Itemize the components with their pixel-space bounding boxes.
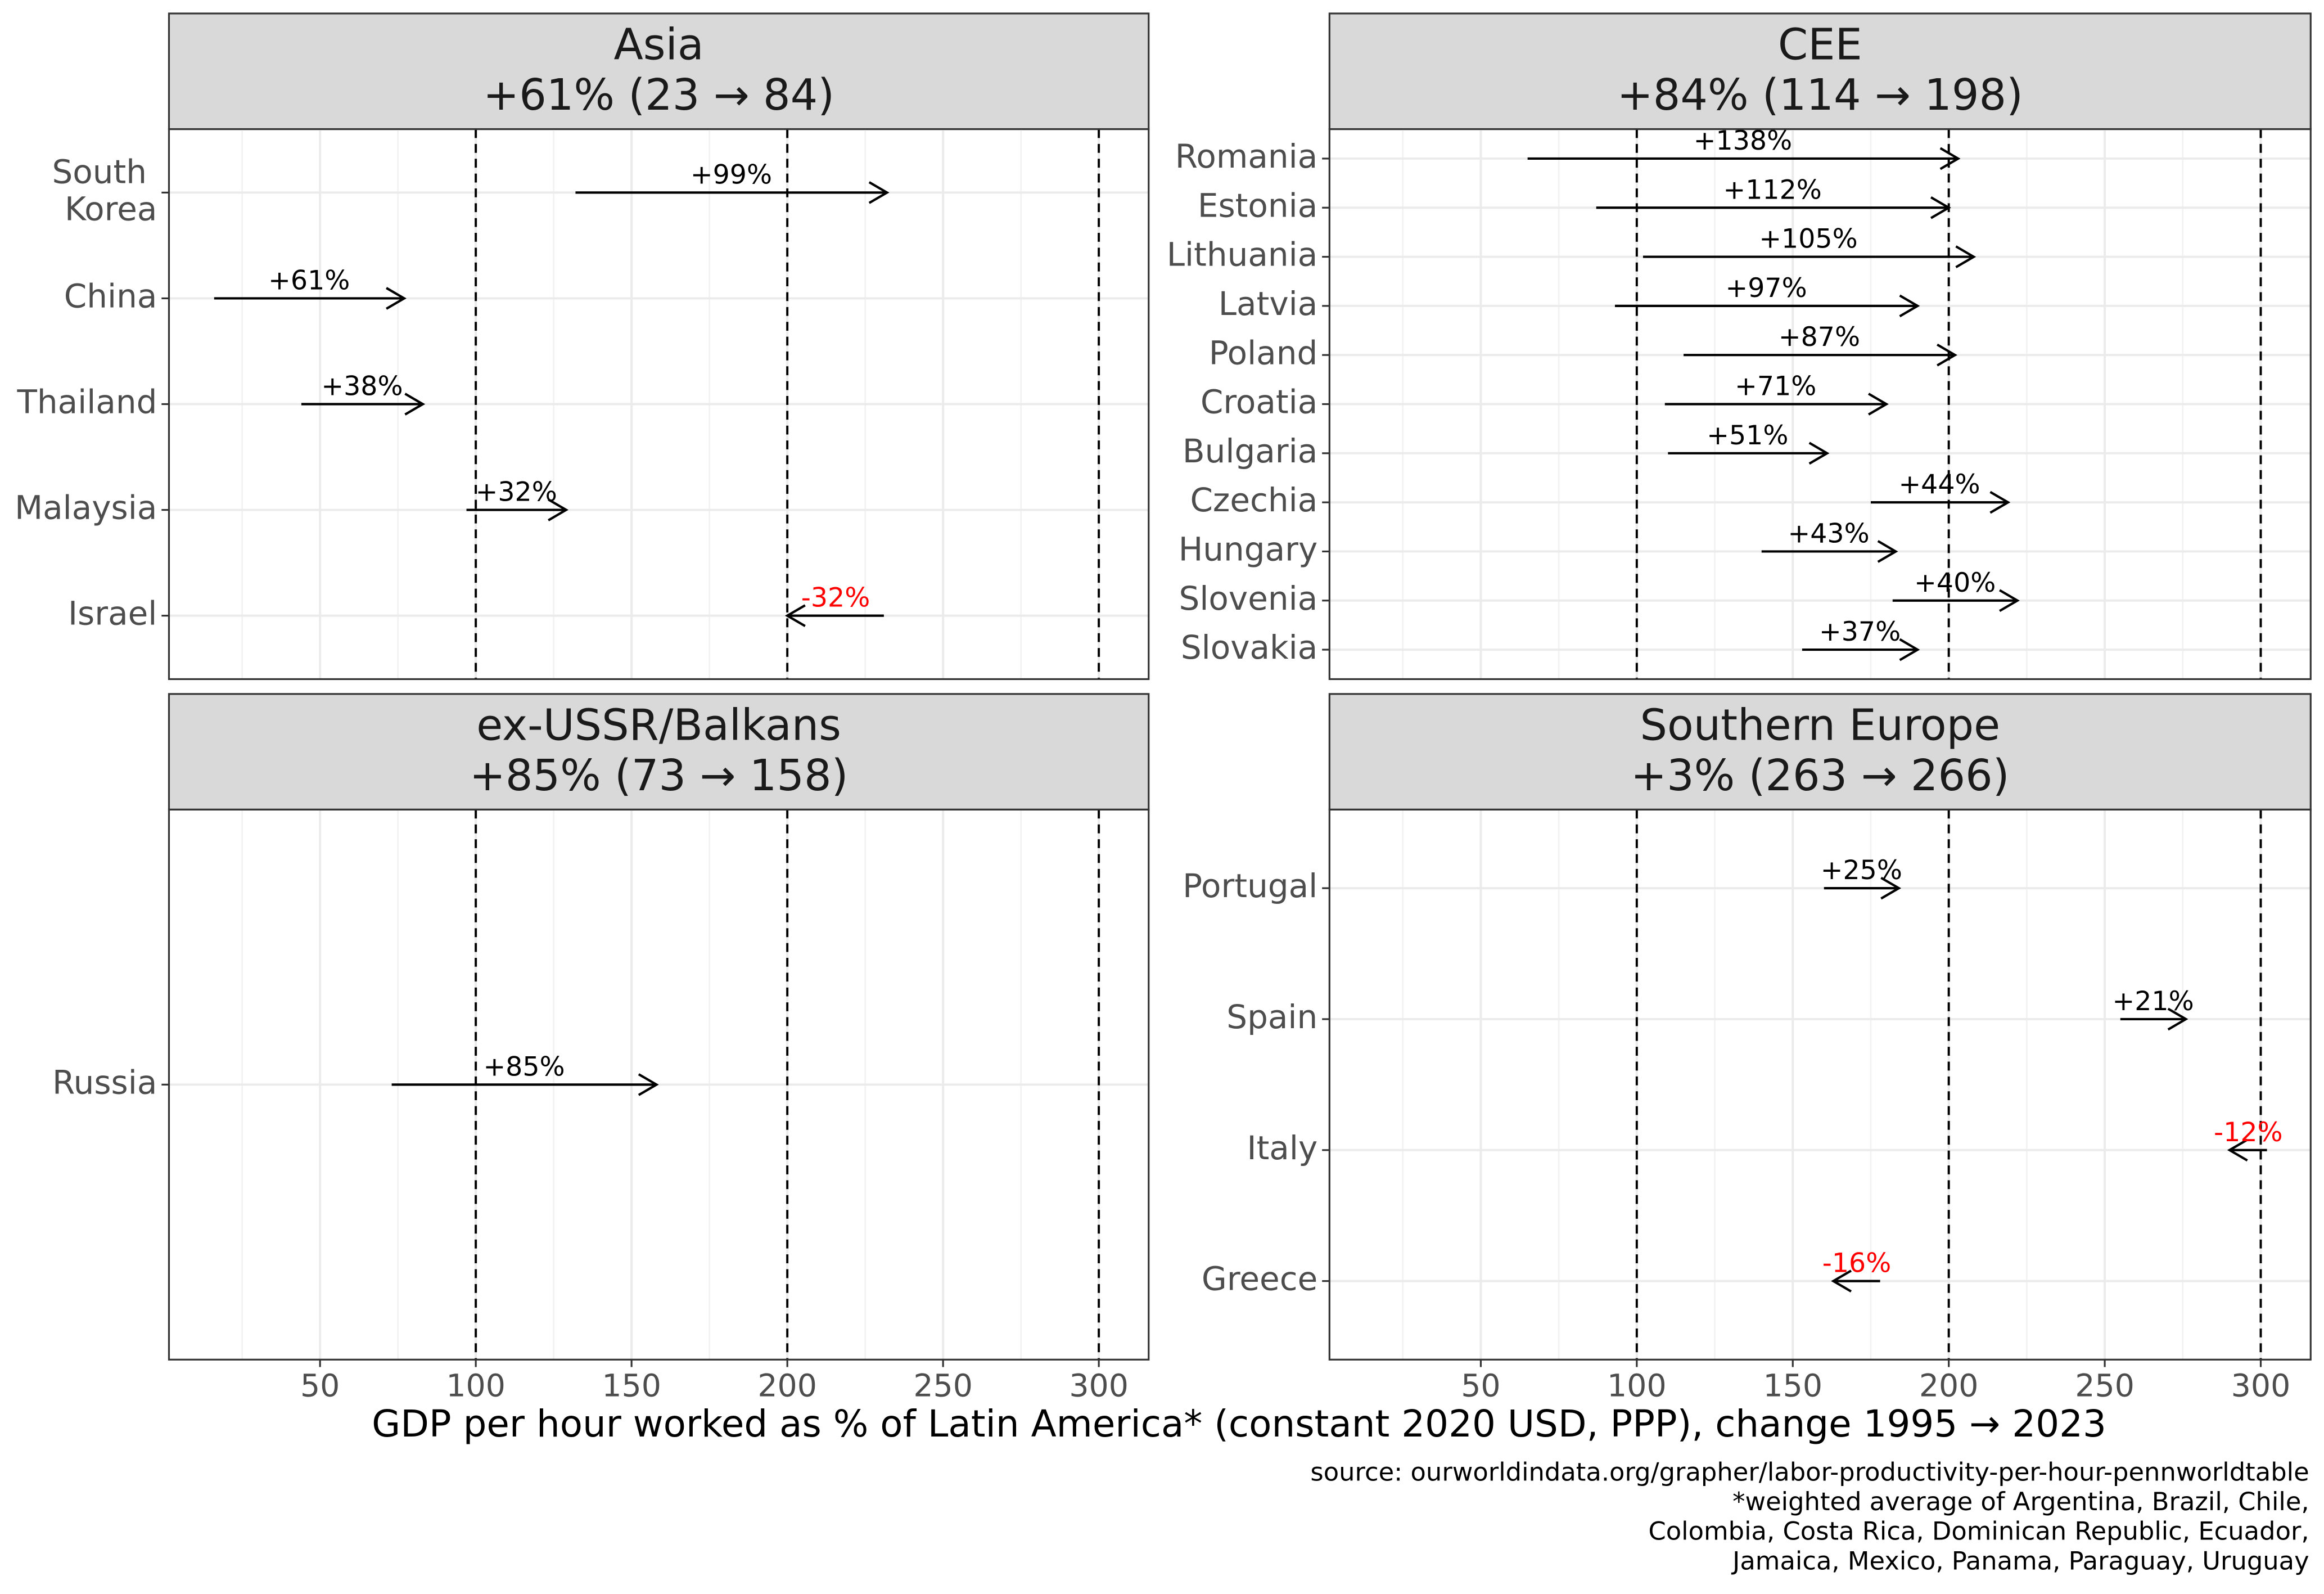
strip xyxy=(168,12,1150,130)
change-label: +71% xyxy=(1735,371,1816,402)
arrow-head xyxy=(868,181,890,204)
y-tick-label: Italy xyxy=(1247,1129,1317,1167)
panel-border xyxy=(168,128,1150,681)
change-label: +43% xyxy=(1788,518,1869,549)
change-label: +40% xyxy=(1914,568,1996,598)
y-tick-label: Spain xyxy=(1226,998,1317,1036)
change-label: +85% xyxy=(483,1051,565,1082)
arrow-head xyxy=(386,287,407,310)
y-tick-label: China xyxy=(64,277,157,316)
y-tick-label: Portugal xyxy=(1183,867,1317,905)
arrow-head xyxy=(1955,245,1976,268)
y-tick-label: Thailand xyxy=(16,383,157,421)
panel-subtitle: +84% (114 → 198) xyxy=(1617,70,2023,120)
y-tick-label: Greece xyxy=(1202,1260,1317,1298)
change-label: +105% xyxy=(1759,224,1857,255)
arrow-head xyxy=(1930,196,1951,219)
arrow-head xyxy=(548,498,569,521)
x-tick-label: 150 xyxy=(602,1368,661,1404)
y-tick-label: Slovakia xyxy=(1181,628,1317,667)
change-label: +32% xyxy=(476,477,557,508)
x-tick-label: 100 xyxy=(1607,1368,1667,1404)
arrow-head xyxy=(1989,490,2011,514)
x-tick-label: 200 xyxy=(757,1368,817,1404)
panel-title: CEE xyxy=(1778,20,1862,70)
x-tick-label: 100 xyxy=(446,1368,506,1404)
y-tick-label: South Korea xyxy=(52,153,157,228)
panel-border xyxy=(168,808,1150,1361)
x-tick-label: 50 xyxy=(300,1368,340,1404)
y-tick-label: Lithuania xyxy=(1167,236,1318,274)
y-tick-label: Hungary xyxy=(1179,530,1318,569)
change-label: +21% xyxy=(2112,986,2194,1017)
y-tick-label: Latvia xyxy=(1219,285,1317,323)
x-tick-label: 300 xyxy=(1069,1368,1129,1404)
arrow-head xyxy=(1939,147,1961,170)
x-tick-label: 300 xyxy=(2231,1368,2291,1404)
arrow-head xyxy=(1877,540,1898,563)
panel-subtitle: +3% (263 → 266) xyxy=(1631,751,2010,801)
y-tick-label: Bulgaria xyxy=(1183,432,1317,470)
arrow-head xyxy=(1937,343,1957,367)
x-tick-label: 150 xyxy=(1763,1368,1822,1404)
arrow-head xyxy=(784,604,806,627)
arrow-head xyxy=(2167,1007,2188,1031)
y-tick-label: Croatia xyxy=(1201,383,1317,421)
y-tick-label: Poland xyxy=(1209,334,1318,372)
panel-title: Southern Europe xyxy=(1640,700,2000,750)
panel-border xyxy=(1328,128,2312,681)
panel-subtitle: +61% (23 → 84) xyxy=(483,70,834,120)
change-label: +44% xyxy=(1898,469,1980,500)
change-label: +51% xyxy=(1707,420,1788,451)
x-tick-label: 50 xyxy=(1461,1368,1500,1404)
arrow-head xyxy=(638,1073,659,1096)
y-tick-label: Israel xyxy=(68,595,157,633)
source-note: Colombia, Costa Rica, Dominican Republic… xyxy=(1648,1516,2309,1546)
x-tick-label: 250 xyxy=(913,1368,973,1404)
y-tick-label: Romania xyxy=(1175,137,1318,175)
y-tick-label: Estonia xyxy=(1198,186,1317,224)
y-tick-label: Czechia xyxy=(1190,481,1317,519)
change-label: -12% xyxy=(2214,1117,2283,1148)
change-label: +38% xyxy=(321,371,403,402)
source-note: source: ourworldindata.org/grapher/labor… xyxy=(1310,1457,2309,1487)
y-tick-label: Malaysia xyxy=(15,489,157,527)
panel-border xyxy=(1328,808,2312,1361)
panel-title: ex-USSR/Balkans xyxy=(476,700,841,750)
x-tick-label: 250 xyxy=(2075,1368,2135,1404)
change-label: +37% xyxy=(1819,616,1901,647)
y-tick-label: Slovenia xyxy=(1179,579,1318,618)
strip xyxy=(1328,693,2312,810)
arrow-head xyxy=(2227,1138,2248,1162)
arrow-head xyxy=(1880,876,1902,900)
panel-subtitle: +85% (73 → 158) xyxy=(470,751,849,801)
change-label: +25% xyxy=(1821,855,1902,886)
arrow-head xyxy=(404,393,426,416)
source-note: *weighted average of Argentina, Brazil, … xyxy=(1732,1487,2309,1516)
arrow-head xyxy=(1868,393,1889,416)
change-label: +99% xyxy=(691,159,772,190)
panel-title: Asia xyxy=(614,20,704,70)
arrow-head xyxy=(1899,294,1920,318)
change-label: +87% xyxy=(1779,322,1860,353)
source-note: Jamaica, Mexico, Panama, Paraguay, Urugu… xyxy=(1731,1546,2309,1575)
arrow-head xyxy=(1808,442,1830,465)
strip xyxy=(168,693,1150,810)
arrow-head xyxy=(1999,589,2020,613)
x-axis-title: GDP per hour worked as % of Latin Americ… xyxy=(372,1402,2106,1446)
y-tick-label: Russia xyxy=(52,1063,157,1101)
arrow-head xyxy=(1899,638,1920,661)
change-label: -16% xyxy=(1822,1248,1892,1279)
change-label: -32% xyxy=(801,583,870,614)
change-label: +61% xyxy=(268,265,350,296)
arrow-head xyxy=(1831,1269,1852,1293)
change-label: +112% xyxy=(1723,174,1822,205)
strip xyxy=(1328,12,2312,130)
change-label: +138% xyxy=(1694,125,1792,156)
change-label: +97% xyxy=(1726,273,1807,304)
x-tick-label: 200 xyxy=(1919,1368,1979,1404)
